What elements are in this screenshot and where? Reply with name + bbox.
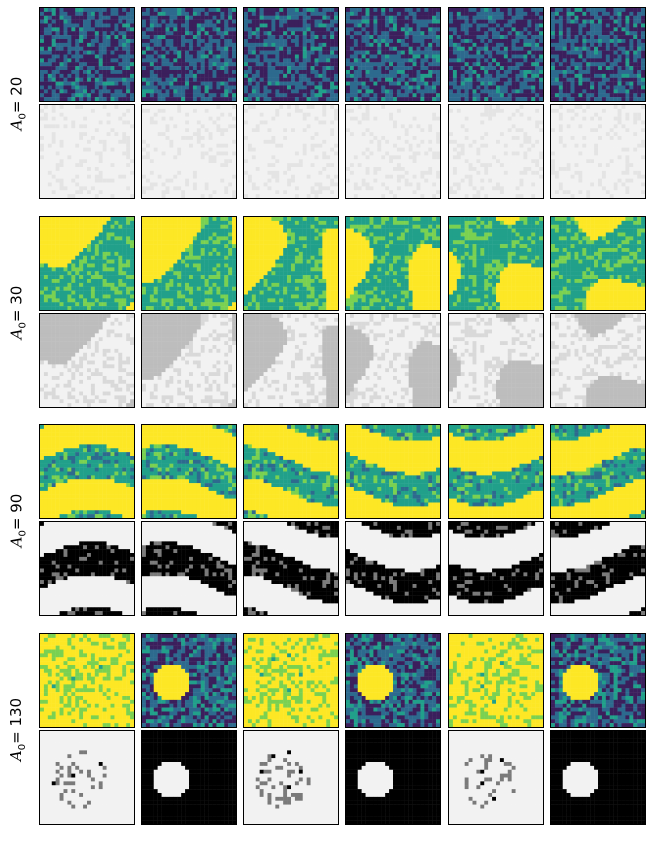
grayscale-panel (243, 313, 339, 408)
grayscale-panel (448, 730, 544, 825)
field-panel (39, 424, 135, 519)
field-panel (550, 424, 646, 519)
grayscale-panel (345, 313, 441, 408)
grayscale-panel (448, 104, 544, 199)
field-panel (448, 633, 544, 728)
field-panel (243, 7, 339, 102)
field-panel (39, 216, 135, 311)
field-panel (39, 7, 135, 102)
grayscale-panel (141, 104, 237, 199)
grayscale-panel (345, 521, 441, 616)
grayscale-panel (345, 104, 441, 199)
field-panel (550, 633, 646, 728)
grayscale-panel (448, 313, 544, 408)
grayscale-panel (39, 521, 135, 616)
field-panel (448, 216, 544, 311)
grayscale-panel (448, 521, 544, 616)
row-label: A0 = 30 (0, 216, 36, 408)
grayscale-panel (550, 521, 646, 616)
grayscale-panel (243, 730, 339, 825)
grayscale-panel (243, 104, 339, 199)
field-panel (243, 633, 339, 728)
field-panel (345, 424, 441, 519)
panel-group-3: A0 = 90 (0, 424, 664, 616)
panel-group-1: A0 = 20 (0, 7, 664, 199)
row-label: A0 = 90 (0, 424, 36, 616)
field-panel (345, 216, 441, 311)
field-panel (448, 424, 544, 519)
grayscale-panel (550, 104, 646, 199)
field-panel (141, 7, 237, 102)
field-panel (448, 7, 544, 102)
field-panel (243, 424, 339, 519)
field-panel (141, 424, 237, 519)
field-panel (345, 7, 441, 102)
grayscale-panel (39, 730, 135, 825)
grayscale-panel (243, 521, 339, 616)
field-panel (39, 633, 135, 728)
grayscale-panel (550, 730, 646, 825)
grayscale-panel (39, 104, 135, 199)
grayscale-panel (141, 730, 237, 825)
field-panel (345, 633, 441, 728)
row-label: A0 = 20 (0, 7, 36, 199)
grayscale-panel (141, 521, 237, 616)
panel-group-2: A0 = 30 (0, 216, 664, 408)
field-panel (141, 633, 237, 728)
grayscale-panel (141, 313, 237, 408)
field-panel (243, 216, 339, 311)
grayscale-panel (39, 313, 135, 408)
field-panel (550, 7, 646, 102)
field-panel (550, 216, 646, 311)
grayscale-panel (345, 730, 441, 825)
row-label: A0 = 130 (0, 633, 36, 825)
field-panel (141, 216, 237, 311)
grayscale-panel (550, 313, 646, 408)
panel-group-4: A0 = 130 (0, 633, 664, 825)
